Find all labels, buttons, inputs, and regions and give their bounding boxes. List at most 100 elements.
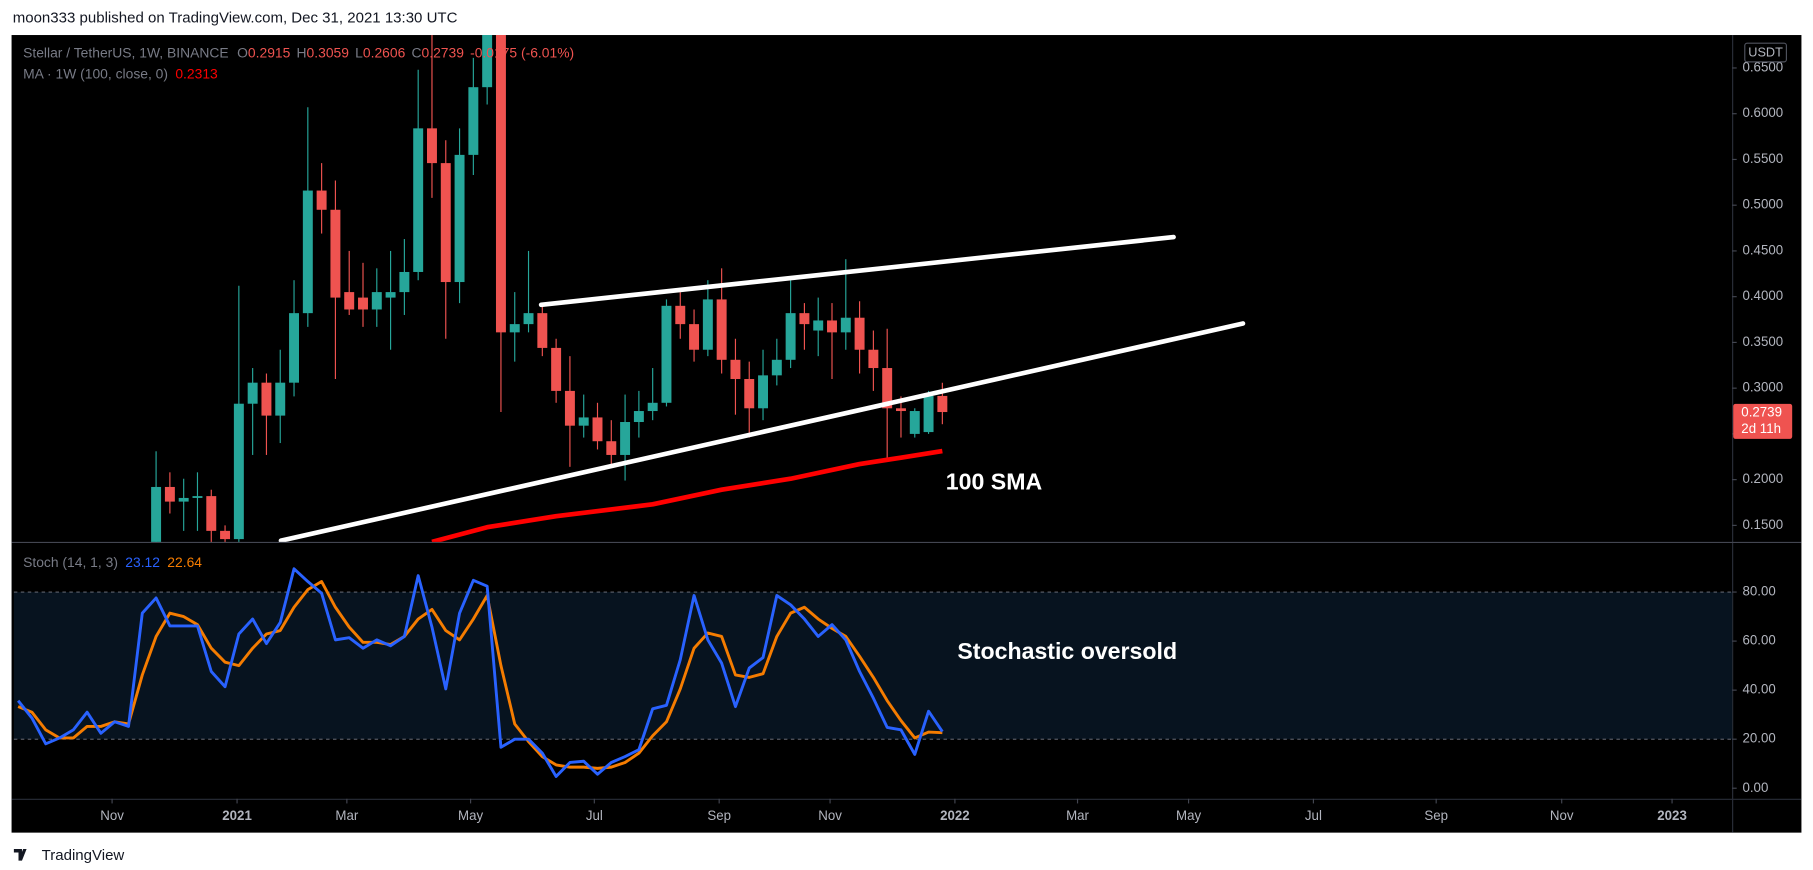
ma-legend: MA · 1W (100, close, 0) 0.2313 bbox=[23, 65, 218, 81]
publisher: moon333 published on TradingView.com, De… bbox=[13, 10, 458, 27]
y-tick-label: 0.6500 bbox=[1742, 59, 1783, 74]
candle-body bbox=[537, 313, 548, 348]
x-tick-label: Mar bbox=[335, 808, 358, 823]
y-tick-label: 0.3000 bbox=[1742, 380, 1783, 395]
candle-body bbox=[413, 128, 424, 272]
candle-body bbox=[220, 530, 231, 540]
candle-body bbox=[523, 313, 534, 325]
ohlc-label: L bbox=[355, 44, 363, 60]
ohlc-label: O bbox=[237, 44, 248, 60]
y-tick-label: 0.00 bbox=[1742, 780, 1768, 795]
candle-body bbox=[730, 359, 741, 380]
x-tick-label: Nov bbox=[1550, 808, 1574, 823]
candle-body bbox=[868, 349, 879, 369]
candle-body bbox=[744, 379, 755, 409]
candle-body bbox=[509, 324, 520, 333]
candle-body bbox=[909, 411, 920, 434]
y-tick-label: 60.00 bbox=[1742, 633, 1775, 648]
candle-body bbox=[316, 190, 327, 210]
candle-body bbox=[178, 497, 189, 502]
candle-body bbox=[840, 317, 851, 333]
ohlc-value: 0.2739 bbox=[422, 44, 465, 60]
candle-body bbox=[827, 320, 837, 333]
trend-lines bbox=[278, 234, 1246, 542]
x-tick-label: Jul bbox=[586, 808, 603, 823]
candle-body bbox=[482, 35, 493, 88]
stoch-line bbox=[17, 580, 943, 770]
candle-body bbox=[233, 403, 244, 540]
candle-body bbox=[647, 402, 658, 412]
candle-body bbox=[813, 320, 824, 331]
y-tick-label: 80.00 bbox=[1742, 584, 1775, 599]
y-tick-label: 0.3500 bbox=[1742, 334, 1783, 349]
candle-body bbox=[454, 154, 465, 283]
candle-body bbox=[371, 292, 382, 310]
annotation: Stochastic oversold bbox=[957, 638, 1177, 664]
ohlc-value: 0.2915 bbox=[248, 44, 291, 60]
plot-layer: 0.15000.20000.25000.30000.35000.40000.45… bbox=[13, 35, 1793, 823]
ohlc-value: 0.2606 bbox=[363, 44, 406, 60]
candle-body bbox=[771, 359, 782, 376]
candle-body bbox=[716, 299, 727, 360]
ohlc-label: C bbox=[411, 44, 421, 60]
candle-body bbox=[468, 87, 479, 155]
ohlc-value: 0.3059 bbox=[307, 44, 350, 60]
countdown-label: 2d 11h bbox=[1741, 421, 1781, 436]
candle-body bbox=[330, 209, 341, 298]
candle-body bbox=[606, 441, 617, 455]
candle-body bbox=[151, 486, 162, 542]
ma-value: 0.2313 bbox=[175, 65, 218, 81]
candle-body bbox=[275, 382, 286, 416]
brand: TradingView bbox=[42, 847, 125, 864]
x-tick-label: 2023 bbox=[1657, 808, 1687, 823]
trend-line bbox=[278, 321, 1246, 542]
x-tick-label: Nov bbox=[818, 808, 842, 823]
candle-body bbox=[302, 190, 313, 314]
currency: USDT bbox=[1748, 44, 1783, 59]
candle-body bbox=[495, 35, 506, 333]
currency-box bbox=[1744, 42, 1787, 63]
candle-body bbox=[785, 313, 796, 360]
x-tick-label: 2022 bbox=[940, 808, 970, 823]
candle-body bbox=[923, 395, 934, 433]
candle-body bbox=[551, 347, 562, 391]
y-tick-label: 0.1500 bbox=[1742, 517, 1783, 532]
y-tick-label: 0.4500 bbox=[1742, 242, 1783, 257]
y-tick-label: 20.00 bbox=[1742, 731, 1775, 746]
candle-body bbox=[206, 496, 217, 531]
ma-name: MA · 1W (100, close, 0) bbox=[23, 65, 168, 81]
candle-body bbox=[164, 486, 175, 502]
candle-body bbox=[289, 313, 300, 383]
y-tick-label: 0.4000 bbox=[1742, 288, 1783, 303]
change: -0.0175 (-6.01%) bbox=[470, 44, 574, 60]
candle-body bbox=[344, 292, 355, 310]
x-tick-label: Sep bbox=[707, 808, 731, 823]
candle-body bbox=[661, 305, 672, 403]
stoch-k-value: 23.12 bbox=[125, 554, 160, 570]
candle-body bbox=[937, 395, 948, 413]
candle-body bbox=[578, 417, 589, 426]
x-tick-label: Nov bbox=[100, 808, 124, 823]
stoch-d-value: 22.64 bbox=[167, 554, 202, 570]
candle-body bbox=[247, 382, 258, 404]
candle-body bbox=[192, 496, 203, 498]
candle-body bbox=[854, 317, 865, 350]
candle-body bbox=[620, 422, 631, 455]
y-tick-label: 0.5500 bbox=[1742, 151, 1783, 166]
logo bbox=[13, 848, 27, 861]
footer-logo bbox=[13, 848, 27, 861]
candle-body bbox=[399, 271, 410, 293]
candle-body bbox=[799, 313, 810, 325]
x-tick-label: May bbox=[1176, 808, 1201, 823]
candle-body bbox=[592, 417, 603, 442]
x-tick-label: Jul bbox=[1305, 808, 1322, 823]
candle-body bbox=[440, 163, 451, 283]
candle-body bbox=[758, 375, 769, 409]
x-tick-label: Sep bbox=[1424, 808, 1448, 823]
x-tick-label: Mar bbox=[1066, 808, 1089, 823]
stoch-lines bbox=[17, 567, 944, 778]
candle-body bbox=[427, 128, 437, 164]
candle-body bbox=[702, 299, 713, 350]
candle-body bbox=[895, 408, 906, 412]
